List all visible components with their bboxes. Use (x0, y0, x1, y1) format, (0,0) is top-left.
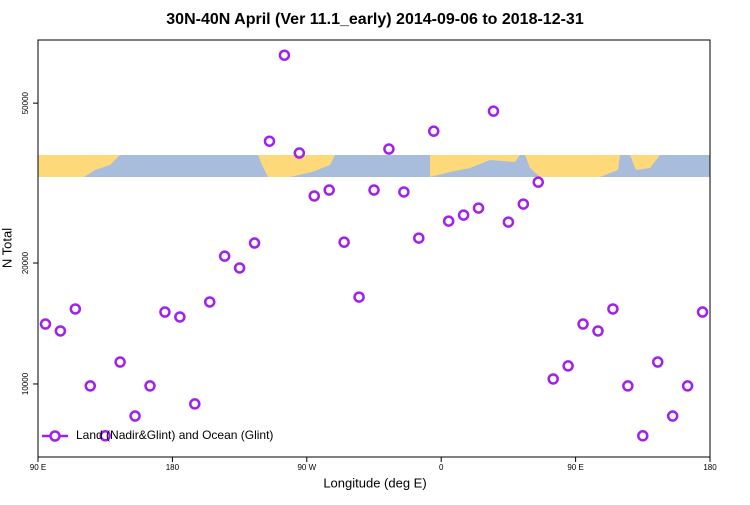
y-tick-label: 10000 (21, 372, 30, 395)
point (323, 184, 335, 196)
point (368, 184, 380, 196)
point (502, 216, 515, 228)
x-tick-label: 180 (703, 463, 717, 472)
point (293, 147, 306, 159)
point (427, 125, 440, 137)
plot-frame (37, 39, 711, 458)
point (203, 296, 216, 308)
point (338, 236, 350, 248)
point (398, 186, 410, 198)
y-axis-label: N Total (0, 228, 14, 268)
map-strip (38, 155, 710, 177)
point (99, 430, 111, 442)
point (607, 303, 619, 315)
point (442, 215, 455, 227)
point (308, 190, 321, 202)
point (413, 232, 425, 244)
point (517, 198, 530, 210)
y-tick-label: 50000 (21, 91, 30, 114)
point (457, 209, 470, 221)
x-tick-label: 180 (166, 463, 180, 472)
point (592, 325, 604, 337)
point (39, 318, 52, 330)
chart-title: 30N-40N April (Ver 11.1_early) 2014-09-0… (166, 11, 584, 28)
point (637, 430, 649, 442)
point (69, 303, 82, 315)
x-tick-label: 90 W (297, 463, 316, 472)
point (666, 410, 679, 422)
legend-label: Land (Nadir&Glint) and Ocean (Glint) (76, 428, 273, 442)
point (651, 356, 664, 368)
point (263, 135, 276, 147)
point (144, 380, 156, 392)
point (577, 318, 589, 330)
point (218, 250, 231, 262)
point (233, 262, 246, 274)
point (174, 311, 186, 323)
point (562, 360, 574, 372)
point (54, 325, 67, 337)
x-tick-label: 0 (439, 463, 444, 472)
point (248, 237, 261, 249)
point (622, 380, 634, 392)
point (681, 380, 694, 392)
point (696, 306, 709, 318)
point (547, 373, 559, 385)
x-tick-label: 90 E (567, 463, 583, 472)
point (189, 398, 201, 410)
point (487, 105, 500, 117)
point (84, 380, 97, 392)
point (383, 143, 395, 155)
x-axis-label: Longitude (deg E) (323, 475, 426, 490)
x-tick-label: 90 E (30, 463, 46, 472)
point (159, 306, 171, 318)
point (353, 291, 365, 303)
legend-marker (49, 430, 61, 442)
point (472, 202, 485, 214)
point (129, 410, 141, 422)
y-tick-label: 20000 (21, 251, 30, 274)
point (532, 176, 545, 188)
point (278, 49, 291, 61)
point (114, 356, 126, 368)
